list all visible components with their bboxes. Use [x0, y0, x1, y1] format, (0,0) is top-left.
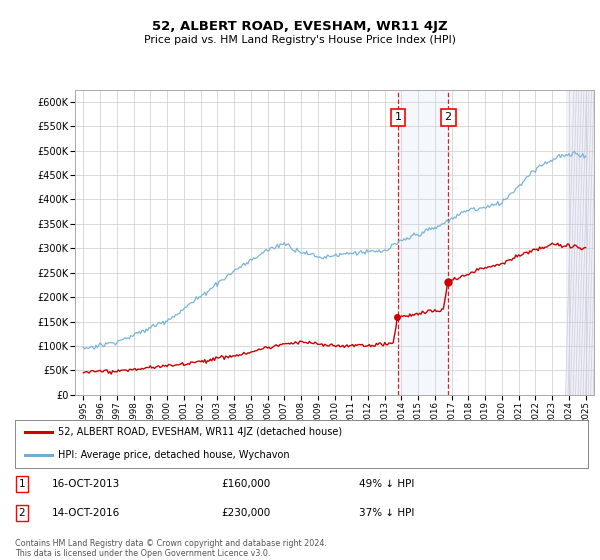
Bar: [566, 90, 594, 395]
Text: 2: 2: [445, 113, 452, 123]
Text: 16-OCT-2013: 16-OCT-2013: [52, 479, 121, 489]
Text: 52, ALBERT ROAD, EVESHAM, WR11 4JZ (detached house): 52, ALBERT ROAD, EVESHAM, WR11 4JZ (deta…: [58, 427, 342, 437]
Text: 37% ↓ HPI: 37% ↓ HPI: [359, 508, 414, 519]
Text: 1: 1: [394, 113, 401, 123]
Text: Contains HM Land Registry data © Crown copyright and database right 2024.
This d: Contains HM Land Registry data © Crown c…: [15, 539, 327, 558]
Text: 2: 2: [19, 508, 25, 519]
Text: 14-OCT-2016: 14-OCT-2016: [52, 508, 121, 519]
Text: £160,000: £160,000: [221, 479, 271, 489]
Text: HPI: Average price, detached house, Wychavon: HPI: Average price, detached house, Wych…: [58, 450, 290, 460]
Text: 52, ALBERT ROAD, EVESHAM, WR11 4JZ: 52, ALBERT ROAD, EVESHAM, WR11 4JZ: [152, 20, 448, 32]
Text: £230,000: £230,000: [221, 508, 271, 519]
Bar: [398, 90, 448, 395]
Text: 49% ↓ HPI: 49% ↓ HPI: [359, 479, 414, 489]
Text: 1: 1: [19, 479, 25, 489]
Text: Price paid vs. HM Land Registry's House Price Index (HPI): Price paid vs. HM Land Registry's House …: [144, 35, 456, 45]
